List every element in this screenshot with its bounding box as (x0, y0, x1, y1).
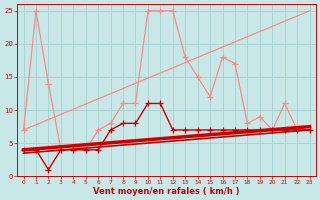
X-axis label: Vent moyen/en rafales ( km/h ): Vent moyen/en rafales ( km/h ) (93, 187, 240, 196)
